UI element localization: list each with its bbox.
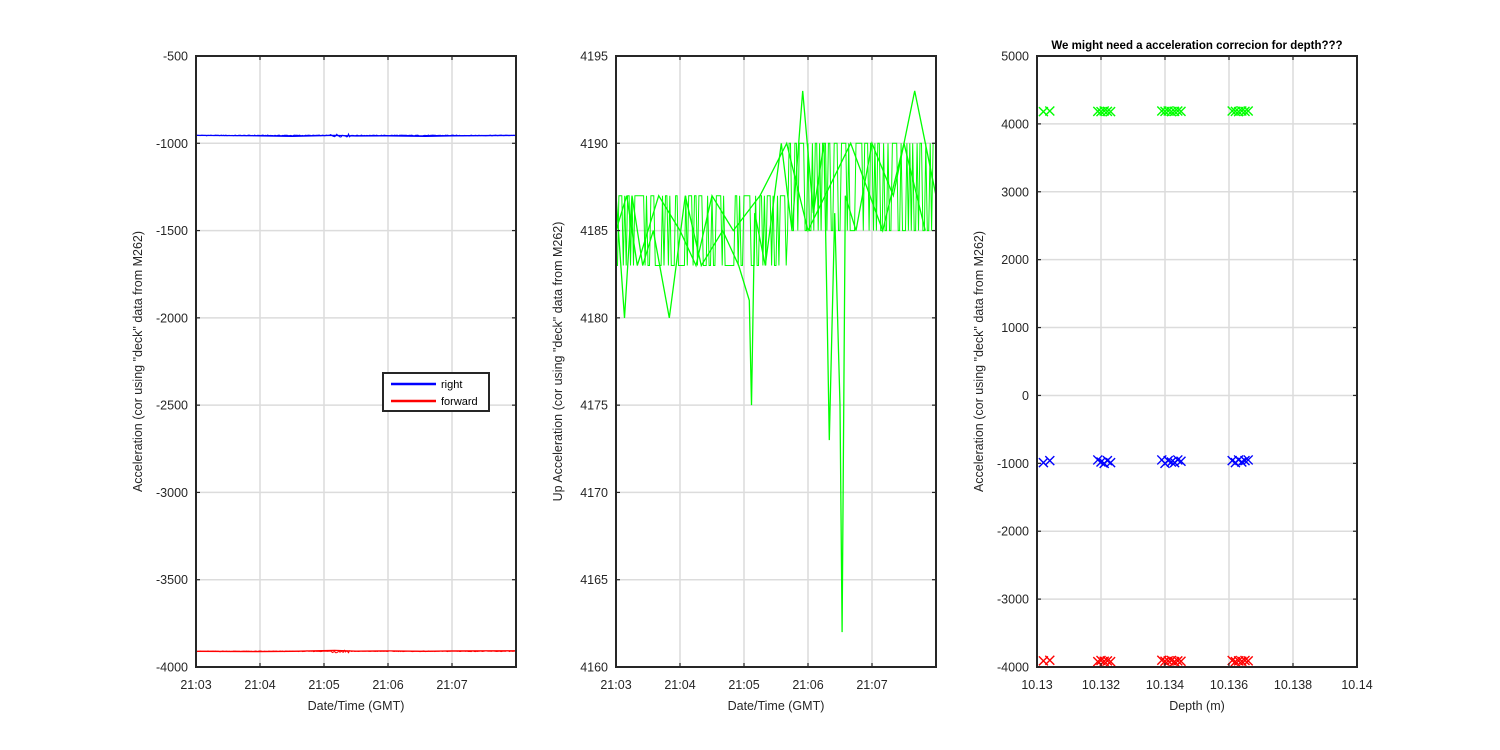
y-tick-label: 4175 [580, 399, 608, 413]
scatter-point [1240, 106, 1250, 117]
scatter-point [1243, 454, 1254, 465]
x-tick-label: 21:05 [728, 678, 759, 692]
x-tick-label: 21:03 [600, 678, 631, 692]
tick-labels: 21:03 21:04 21:05 21:06 21:07 -500 -1000 -1500 -… [156, 50, 516, 692]
legend: right forward [382, 372, 490, 412]
y-tick-label: -2000 [997, 525, 1029, 539]
x-tick-label: 10.132 [1082, 678, 1120, 692]
y-tick-label: 3000 [1001, 185, 1029, 199]
scatter-point [1102, 106, 1113, 117]
scatter-point [1102, 655, 1113, 666]
scatter-point [1176, 456, 1186, 467]
y-axis-label: Acceleration (cor using "deck" data from… [131, 231, 145, 492]
x-tick-label: 21:04 [244, 678, 275, 692]
scatter-point [1176, 106, 1186, 117]
y-tick-label: -2500 [156, 399, 188, 413]
y-tick-label: 4180 [580, 311, 608, 325]
scatter-point [1166, 456, 1177, 467]
series-noise-right [195, 132, 517, 138]
series-toggle [616, 142, 935, 266]
x-tick-label: 10.13 [1021, 678, 1052, 692]
legend-label-forward: forward [441, 396, 478, 408]
y-axis-label: Acceleration (cor using "deck" data from… [972, 231, 986, 492]
tick-labels: 21:03 21:04 21:05 21:06 21:07 4195 4190 4185 418… [580, 50, 936, 692]
y-tick-label: -3000 [997, 593, 1029, 607]
y-tick-label: -1000 [156, 137, 188, 151]
data-layer [195, 132, 517, 654]
y-tick-label: 0 [1022, 389, 1029, 403]
scatter-point [1243, 105, 1254, 116]
x-tick-label: 10.136 [1210, 678, 1248, 692]
scatter-point [1172, 105, 1183, 116]
y-tick-label: -3000 [156, 486, 188, 500]
scatter-point [1105, 106, 1116, 117]
y-tick-label: 4160 [580, 661, 608, 675]
scatter-point [1236, 456, 1247, 467]
x-tick-label: 21:07 [436, 678, 467, 692]
scatter-point [1172, 454, 1183, 465]
y-tick-label: 4165 [580, 573, 608, 587]
axes-frame [615, 55, 937, 668]
scatter-point [1105, 656, 1116, 667]
series-markers-2 [1038, 454, 1254, 469]
chart-2: 21:03 21:04 21:05 21:06 21:07 4195 4190 4185 418… [551, 50, 937, 713]
scatter-point [1044, 455, 1055, 466]
scatter-point [1240, 655, 1250, 666]
scatter-point [1243, 655, 1254, 666]
y-tick-label: -1500 [156, 224, 188, 238]
series-markers-1 [1038, 105, 1254, 117]
x-tick-label: 21:06 [792, 678, 823, 692]
y-tick-label: -4000 [997, 661, 1029, 675]
y-tick-label: 4185 [580, 224, 608, 238]
y-tick-label: 5000 [1001, 50, 1029, 64]
y-axis-label: Up Acceleration (cor using "deck" data f… [551, 222, 565, 502]
y-tick-label: -2000 [156, 311, 188, 325]
y-tick-label: 4170 [580, 486, 608, 500]
plot-area [196, 56, 516, 667]
axes-frame [1036, 55, 1358, 668]
y-tick-label: -4000 [156, 661, 188, 675]
scatter-point [1044, 105, 1055, 116]
scatter-point [1163, 455, 1174, 466]
scatter-point [1172, 655, 1183, 666]
chart-3: 10.13 10.132 10.134 10.136 10.138 10.14 5000 40… [972, 40, 1373, 713]
data-layer [615, 90, 937, 633]
y-tick-label: -500 [163, 50, 188, 64]
y-tick-label: 2000 [1001, 253, 1029, 267]
scatter-point [1176, 656, 1186, 667]
legend-label-right: right [441, 379, 462, 391]
y-tick-label: -1000 [997, 457, 1029, 471]
x-tick-label: 21:05 [308, 678, 339, 692]
y-tick-label: 1000 [1001, 321, 1029, 335]
x-tick-label: 21:06 [372, 678, 403, 692]
x-axis-label: Date/Time (GMT) [728, 699, 825, 713]
plot-area [1037, 56, 1357, 667]
x-tick-label: 21:03 [180, 678, 211, 692]
x-tick-label: 21:07 [856, 678, 887, 692]
x-tick-label: 10.138 [1274, 678, 1312, 692]
x-tick-label: 21:04 [664, 678, 695, 692]
axes-frame [195, 55, 517, 668]
scatter-point [1044, 655, 1055, 666]
y-tick-label: 4190 [580, 137, 608, 151]
chart-1: 21:03 21:04 21:05 21:06 21:07 -500 -1000 -1500 -… [131, 50, 517, 713]
x-axis-label: Depth (m) [1169, 699, 1225, 713]
legend-box [382, 372, 490, 412]
y-tick-label: 4000 [1001, 117, 1029, 131]
x-axis-label: Date/Time (GMT) [308, 699, 405, 713]
x-tick-label: 10.134 [1146, 678, 1184, 692]
scatter-point [1038, 457, 1049, 468]
scatter-point [1240, 455, 1250, 466]
tick-labels: 10.13 10.132 10.134 10.136 10.138 10.14 5000 40… [997, 50, 1373, 693]
scatter-point [1105, 457, 1116, 468]
x-tick-label: 10.14 [1341, 678, 1372, 692]
chart-title: We might need a acceleration correcion f… [1051, 40, 1342, 52]
y-tick-label: 4195 [580, 50, 608, 64]
plot-area [616, 56, 936, 667]
series-noise-forward [196, 649, 516, 654]
y-tick-label: -3500 [156, 573, 188, 587]
